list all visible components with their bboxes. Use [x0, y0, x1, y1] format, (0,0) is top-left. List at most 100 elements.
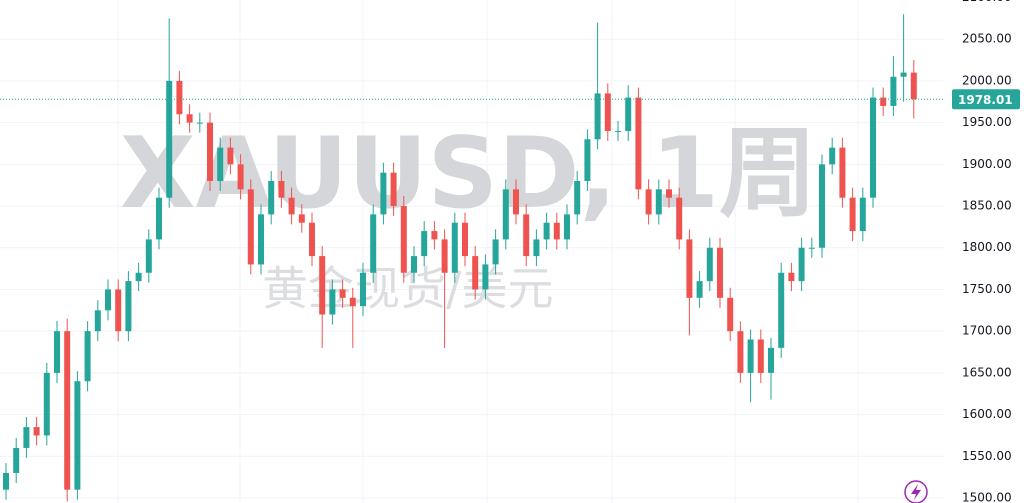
- candle-body: [135, 272, 142, 282]
- candle-body: [360, 272, 366, 307]
- candle-body: [798, 247, 805, 282]
- candle-body: [329, 289, 336, 315]
- lightning-button[interactable]: [904, 480, 928, 503]
- y-tick-label: 1500.00: [962, 490, 1012, 503]
- candle-body: [696, 281, 703, 298]
- candle-body: [655, 189, 662, 215]
- candle-body: [43, 372, 50, 436]
- candle-body: [625, 97, 632, 131]
- candle-body: [217, 147, 224, 182]
- watermark-subtitle: 黄金现货/美元: [262, 262, 554, 316]
- candle-body: [564, 214, 570, 240]
- candle-body: [84, 331, 91, 382]
- candle-body: [574, 181, 581, 215]
- y-tick-label: 1750.00: [962, 282, 1012, 296]
- candle-body: [64, 331, 71, 490]
- candle-body: [462, 222, 468, 257]
- candle-body: [584, 139, 591, 182]
- candle-body: [645, 189, 652, 215]
- y-tick-label: 1800.00: [962, 240, 1012, 254]
- candle-body: [513, 189, 519, 215]
- candle-body: [523, 214, 530, 257]
- candle-body: [33, 427, 40, 436]
- candle-body: [298, 214, 305, 223]
- candle-body: [849, 197, 856, 232]
- candle-body: [288, 197, 295, 215]
- candle-body: [166, 80, 173, 198]
- candle-body: [880, 97, 887, 106]
- candle-body: [3, 472, 9, 490]
- candle-body: [105, 289, 111, 311]
- candle-body: [411, 256, 417, 273]
- candle-body: [482, 264, 489, 290]
- candle-body: [247, 189, 254, 265]
- candle-body: [23, 427, 30, 448]
- candle-body: [13, 447, 20, 473]
- candle-body: [349, 297, 356, 307]
- y-tick-label: 2000.00: [962, 73, 1012, 87]
- candle-body: [819, 164, 825, 248]
- candle-body: [859, 197, 866, 232]
- candle-body: [74, 381, 81, 490]
- candle-body: [615, 130, 621, 132]
- candle-body: [227, 147, 234, 165]
- candle-body: [737, 331, 744, 373]
- candle-body: [533, 239, 540, 257]
- candle-body: [278, 181, 285, 198]
- candle-body: [768, 347, 774, 373]
- candle-body: [594, 93, 601, 140]
- candle-body: [370, 214, 377, 273]
- candle-body: [839, 147, 846, 198]
- y-tick-label: 1700.00: [962, 324, 1012, 338]
- candle-body: [676, 197, 683, 240]
- y-tick-label: 1550.00: [962, 449, 1012, 463]
- y-tick-label: 2100.00: [962, 0, 1012, 4]
- candle-body: [686, 239, 693, 298]
- candle-body: [666, 189, 672, 198]
- candle-body: [808, 247, 815, 249]
- candles: [0, 14, 945, 502]
- candle-body: [319, 256, 326, 315]
- candle-body: [115, 289, 122, 332]
- y-tick-label: 1850.00: [962, 199, 1012, 213]
- candle-body: [717, 247, 723, 298]
- candle-body: [390, 172, 397, 207]
- last-price-label: 1978.01: [958, 93, 1013, 107]
- candle-body: [472, 256, 479, 290]
- y-tick-label: 2050.00: [962, 32, 1012, 46]
- axis-background: [945, 0, 1024, 503]
- candle-body: [176, 80, 183, 115]
- candle-body: [237, 164, 244, 190]
- last-price-box: [952, 89, 1020, 110]
- lightning-icon[interactable]: [911, 484, 921, 500]
- candle-body: [125, 281, 132, 332]
- candle-body: [778, 272, 785, 348]
- candle-body: [727, 297, 734, 332]
- candle-body: [207, 122, 213, 182]
- candle-body: [706, 247, 713, 282]
- candle-body: [339, 289, 346, 298]
- candle-body: [910, 72, 917, 100]
- price-axis: 1500.00 1550.00 1600.00 1650.00 1700.00 1750.…: [945, 0, 1024, 503]
- y-tick-label: 1950.00: [962, 115, 1012, 129]
- candle-body: [186, 114, 193, 123]
- candle-body: [890, 76, 897, 106]
- candle-body: [492, 239, 499, 265]
- y-tick-label: 1650.00: [962, 365, 1012, 379]
- y-tick-label: 1900.00: [962, 157, 1012, 171]
- candle-body: [543, 222, 550, 240]
- candle-body: [900, 72, 907, 77]
- watermark: XAUUSD, 1周: [120, 117, 817, 231]
- candle-body: [156, 197, 162, 240]
- candle-body: [635, 97, 642, 190]
- candle-body: [400, 206, 407, 273]
- candle-body: [788, 272, 795, 282]
- candle-body: [441, 239, 448, 273]
- candle-body: [145, 239, 152, 273]
- candle-body: [553, 222, 560, 240]
- candle-body: [309, 222, 315, 257]
- candle-body: [54, 331, 60, 373]
- candle-body: [258, 214, 264, 265]
- y-tick-label: 1600.00: [962, 407, 1012, 421]
